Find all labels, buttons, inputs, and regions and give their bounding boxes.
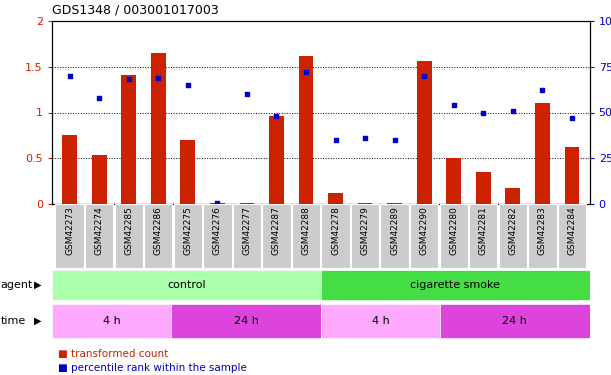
Point (478, 110, 488, 116)
Point (419, 73, 429, 79)
Bar (441, 304, 590, 338)
Bar (299, 56, 313, 204)
Text: GSM42288: GSM42288 (301, 206, 310, 255)
Text: 24 h: 24 h (502, 316, 527, 326)
Text: control: control (167, 280, 206, 290)
Text: GSM42273: GSM42273 (65, 206, 74, 255)
Bar (387, 202, 402, 204)
Bar (292, 204, 320, 268)
Bar (174, 204, 202, 268)
Text: 24 h: 24 h (233, 316, 258, 326)
Bar (203, 204, 232, 268)
Bar (269, 116, 284, 204)
Bar (565, 147, 579, 204)
Bar (499, 204, 527, 268)
Text: GSM42290: GSM42290 (420, 206, 429, 255)
Text: GSM42277: GSM42277 (243, 206, 251, 255)
Text: GSM42286: GSM42286 (154, 206, 163, 255)
Bar (233, 204, 261, 268)
Bar (476, 172, 491, 204)
Text: GSM42284: GSM42284 (568, 206, 576, 255)
Point (508, 108, 518, 114)
Text: GSM42287: GSM42287 (272, 206, 281, 255)
Bar (180, 140, 196, 204)
Bar (92, 155, 106, 204)
Bar (240, 202, 254, 204)
Bar (144, 204, 172, 268)
Bar (446, 159, 461, 204)
Text: GSM42283: GSM42283 (538, 206, 547, 255)
Bar (56, 204, 84, 268)
Point (183, 82, 192, 88)
Text: ▶: ▶ (34, 316, 41, 326)
Point (94, 95, 104, 101)
Bar (558, 204, 586, 268)
Bar (321, 270, 590, 300)
Text: ▶: ▶ (34, 280, 41, 290)
Point (331, 137, 340, 143)
Text: GSM42279: GSM42279 (360, 206, 370, 255)
Bar (505, 188, 520, 204)
Text: time: time (1, 316, 26, 326)
Bar (85, 204, 114, 268)
Bar (469, 204, 497, 268)
Bar (417, 61, 431, 204)
Point (124, 76, 134, 82)
Bar (210, 202, 225, 204)
Point (449, 102, 459, 108)
Bar (528, 204, 557, 268)
Text: GSM42280: GSM42280 (449, 206, 458, 255)
Point (271, 113, 281, 119)
Bar (115, 204, 143, 268)
Point (153, 75, 163, 81)
Point (65, 73, 75, 79)
Text: ■ percentile rank within the sample: ■ percentile rank within the sample (58, 363, 247, 373)
Text: GSM42274: GSM42274 (95, 206, 104, 255)
Bar (351, 204, 379, 268)
Bar (262, 204, 291, 268)
Bar (381, 204, 409, 268)
Text: GSM42281: GSM42281 (479, 206, 488, 255)
Text: GSM42282: GSM42282 (508, 206, 518, 255)
Bar (321, 204, 349, 268)
Text: GSM42275: GSM42275 (183, 206, 192, 255)
Text: GDS1348 / 003001017003: GDS1348 / 003001017003 (52, 4, 219, 17)
Bar (62, 135, 77, 204)
Bar (321, 304, 441, 338)
Text: GSM42276: GSM42276 (213, 206, 222, 255)
Bar (122, 75, 136, 204)
Point (242, 91, 252, 97)
Bar (357, 202, 373, 204)
Text: agent: agent (1, 280, 33, 290)
Point (213, 200, 222, 206)
Point (390, 137, 400, 143)
Text: GSM42285: GSM42285 (124, 206, 133, 255)
Text: 4 h: 4 h (371, 316, 389, 326)
Point (301, 69, 311, 75)
Text: GSM42289: GSM42289 (390, 206, 399, 255)
Bar (52, 304, 172, 338)
Point (538, 87, 547, 93)
Bar (172, 304, 321, 338)
Bar (439, 204, 468, 268)
Bar (535, 104, 550, 204)
Text: cigarette smoke: cigarette smoke (410, 280, 500, 290)
Text: GSM42278: GSM42278 (331, 206, 340, 255)
Text: ■ transformed count: ■ transformed count (58, 350, 168, 359)
Text: 4 h: 4 h (103, 316, 120, 326)
Point (567, 115, 577, 121)
Point (360, 135, 370, 141)
Bar (52, 270, 321, 300)
Bar (151, 53, 166, 204)
Bar (410, 204, 438, 268)
Bar (328, 194, 343, 204)
